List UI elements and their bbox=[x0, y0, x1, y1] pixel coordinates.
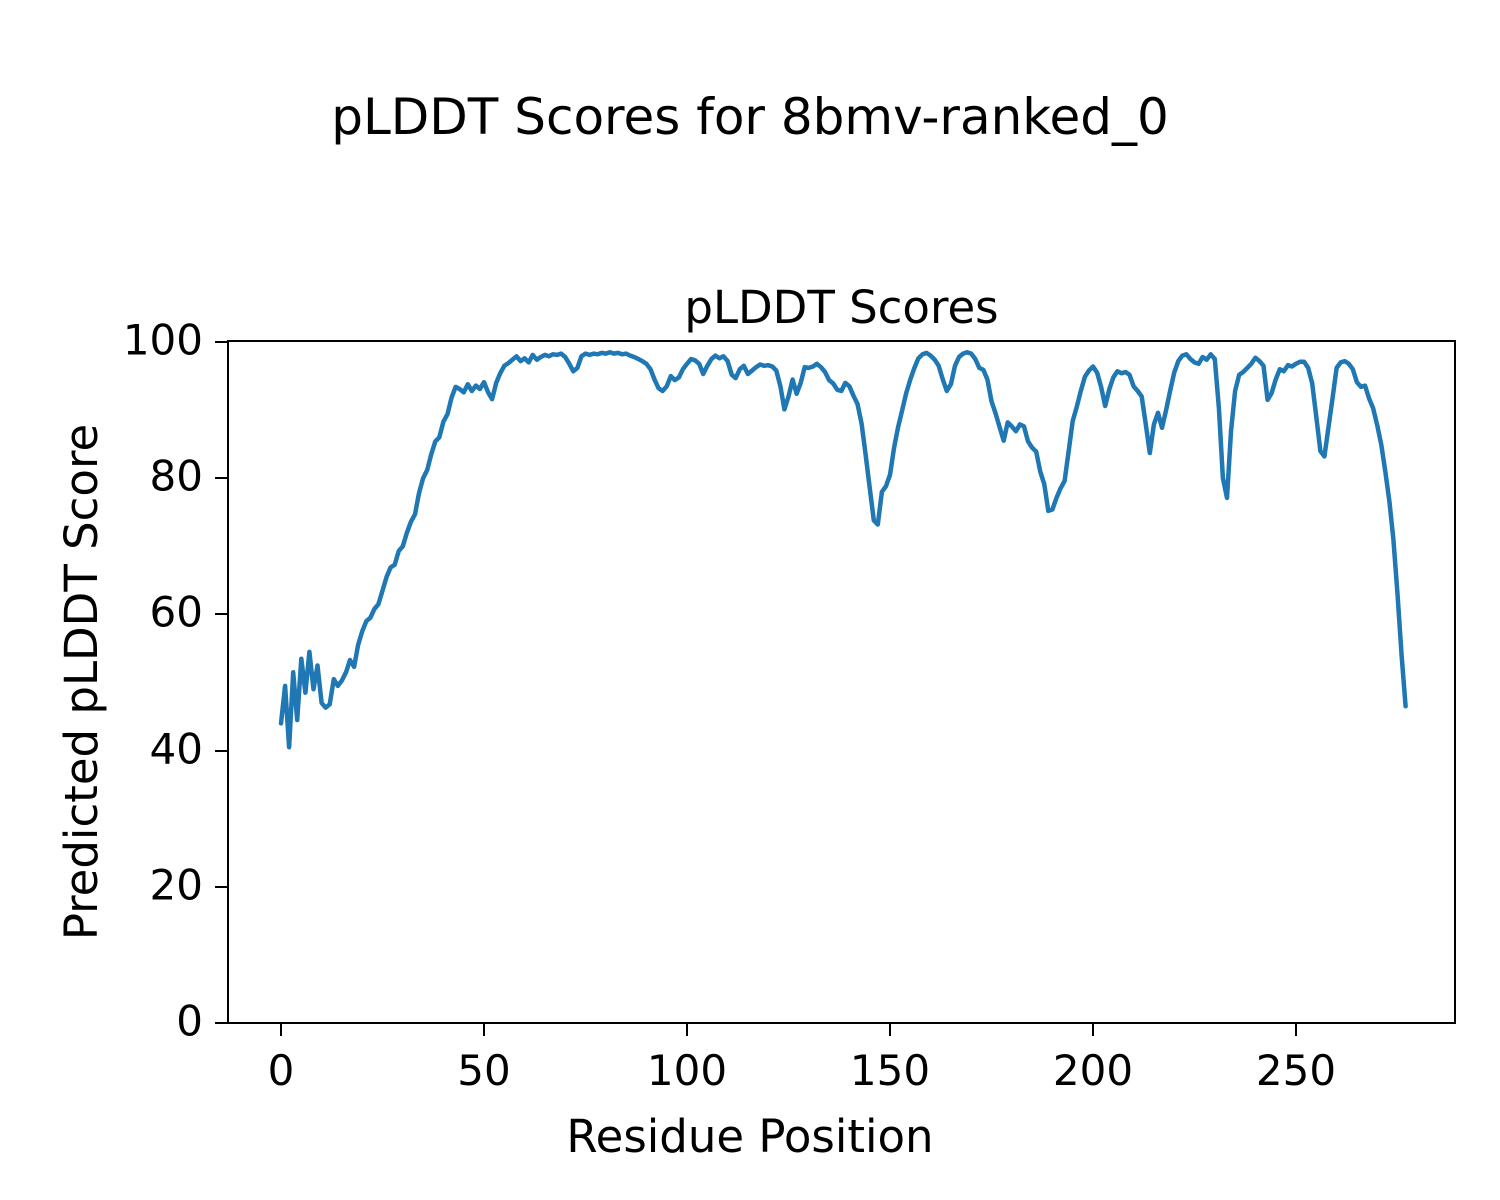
x-tick-label: 100 bbox=[646, 1046, 728, 1095]
x-tick-mark bbox=[280, 1024, 282, 1036]
x-tick-mark bbox=[889, 1024, 891, 1036]
x-tick-mark bbox=[483, 1024, 485, 1036]
y-tick-mark bbox=[215, 613, 227, 616]
y-tick-mark bbox=[215, 1022, 227, 1024]
y-tick-mark bbox=[215, 341, 227, 343]
x-tick-mark bbox=[686, 1024, 688, 1036]
x-tick-label: 250 bbox=[1255, 1046, 1337, 1095]
y-tick-label: 80 bbox=[149, 451, 203, 501]
y-tick-mark bbox=[215, 477, 227, 480]
plddt-line-chart bbox=[278, 349, 1408, 750]
y-tick-label: 0 bbox=[176, 996, 203, 1046]
y-tick-label: 20 bbox=[149, 860, 203, 910]
plddt-line bbox=[278, 349, 1408, 750]
plot-area bbox=[227, 340, 1456, 1024]
figure-title: pLDDT Scores for 8bmv-ranked_0 bbox=[331, 88, 1169, 146]
x-tick-label: 0 bbox=[267, 1046, 295, 1095]
y-axis-label: Predicted pLDDT Score bbox=[55, 423, 108, 941]
y-tick-label: 100 bbox=[122, 315, 203, 365]
x-tick-label: 200 bbox=[1052, 1046, 1134, 1095]
x-tick-label: 150 bbox=[849, 1046, 931, 1095]
x-tick-label: 50 bbox=[457, 1046, 511, 1095]
x-axis-label: Residue Position bbox=[566, 1110, 934, 1163]
x-tick-mark bbox=[1295, 1024, 1297, 1036]
y-tick-label: 60 bbox=[149, 587, 203, 637]
y-tick-mark bbox=[215, 885, 227, 888]
y-tick-label: 40 bbox=[149, 724, 203, 774]
x-tick-mark bbox=[1092, 1024, 1094, 1036]
axes-title: pLDDT Scores bbox=[684, 281, 999, 334]
y-tick-mark bbox=[215, 749, 227, 752]
